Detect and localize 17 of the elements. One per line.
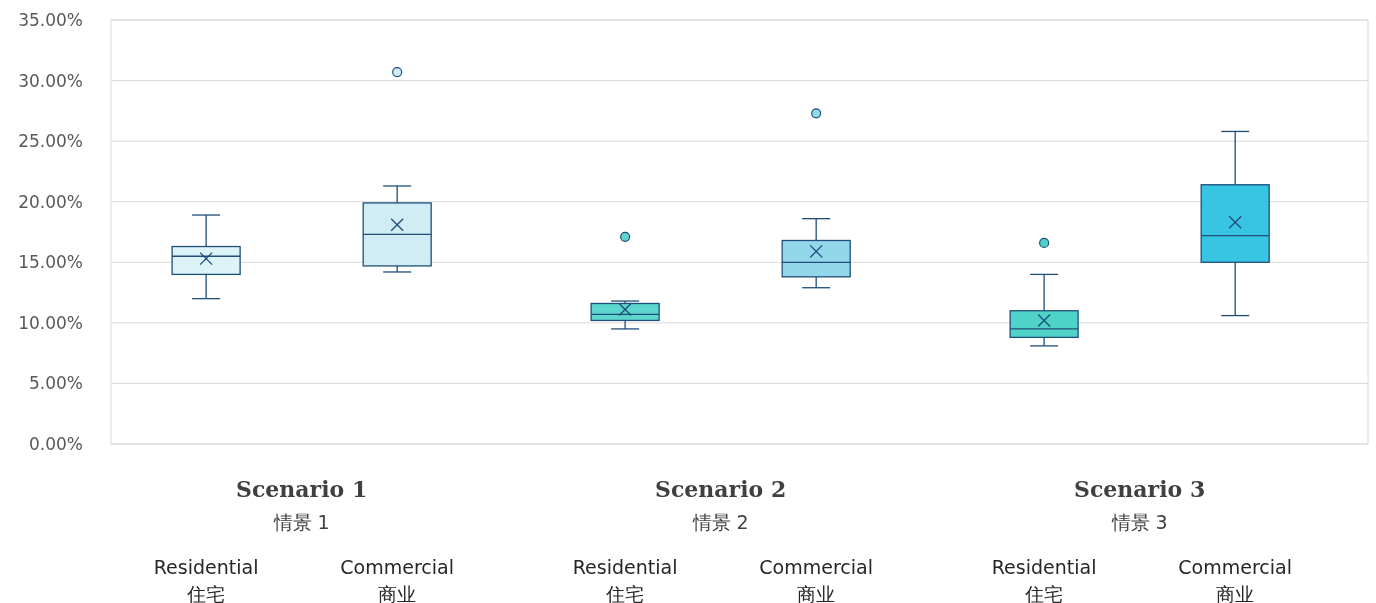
y-tick-label: 10.00% xyxy=(18,312,83,333)
y-tick-label: 35.00% xyxy=(18,10,83,30)
y-tick-label: 20.00% xyxy=(18,191,83,212)
text: Scenario 1 情景 1 xyxy=(236,476,368,533)
x-tick-label: Commercial 商业 xyxy=(1178,556,1292,603)
y-tick-label: 30.00% xyxy=(18,70,83,91)
text: Scenario 2 情景 2 xyxy=(655,476,787,533)
x-tick-label: Commercial 商业 xyxy=(759,556,873,603)
y-tick-label: 5.00% xyxy=(28,373,83,394)
text: Scenario 3 情景 3 xyxy=(1074,476,1206,533)
y-tick-label: 25.00% xyxy=(18,131,83,152)
x-tick-label: Residential 住宅 xyxy=(572,556,678,603)
y-tick-label: 0.00% xyxy=(28,434,83,454)
x-tick-label: Residential 住宅 xyxy=(991,556,1097,603)
x-tick-label: Residential 住宅 xyxy=(153,556,259,603)
x-tick-label: Commercial 商业 xyxy=(340,556,454,603)
y-tick-label: 15.00% xyxy=(18,252,83,273)
